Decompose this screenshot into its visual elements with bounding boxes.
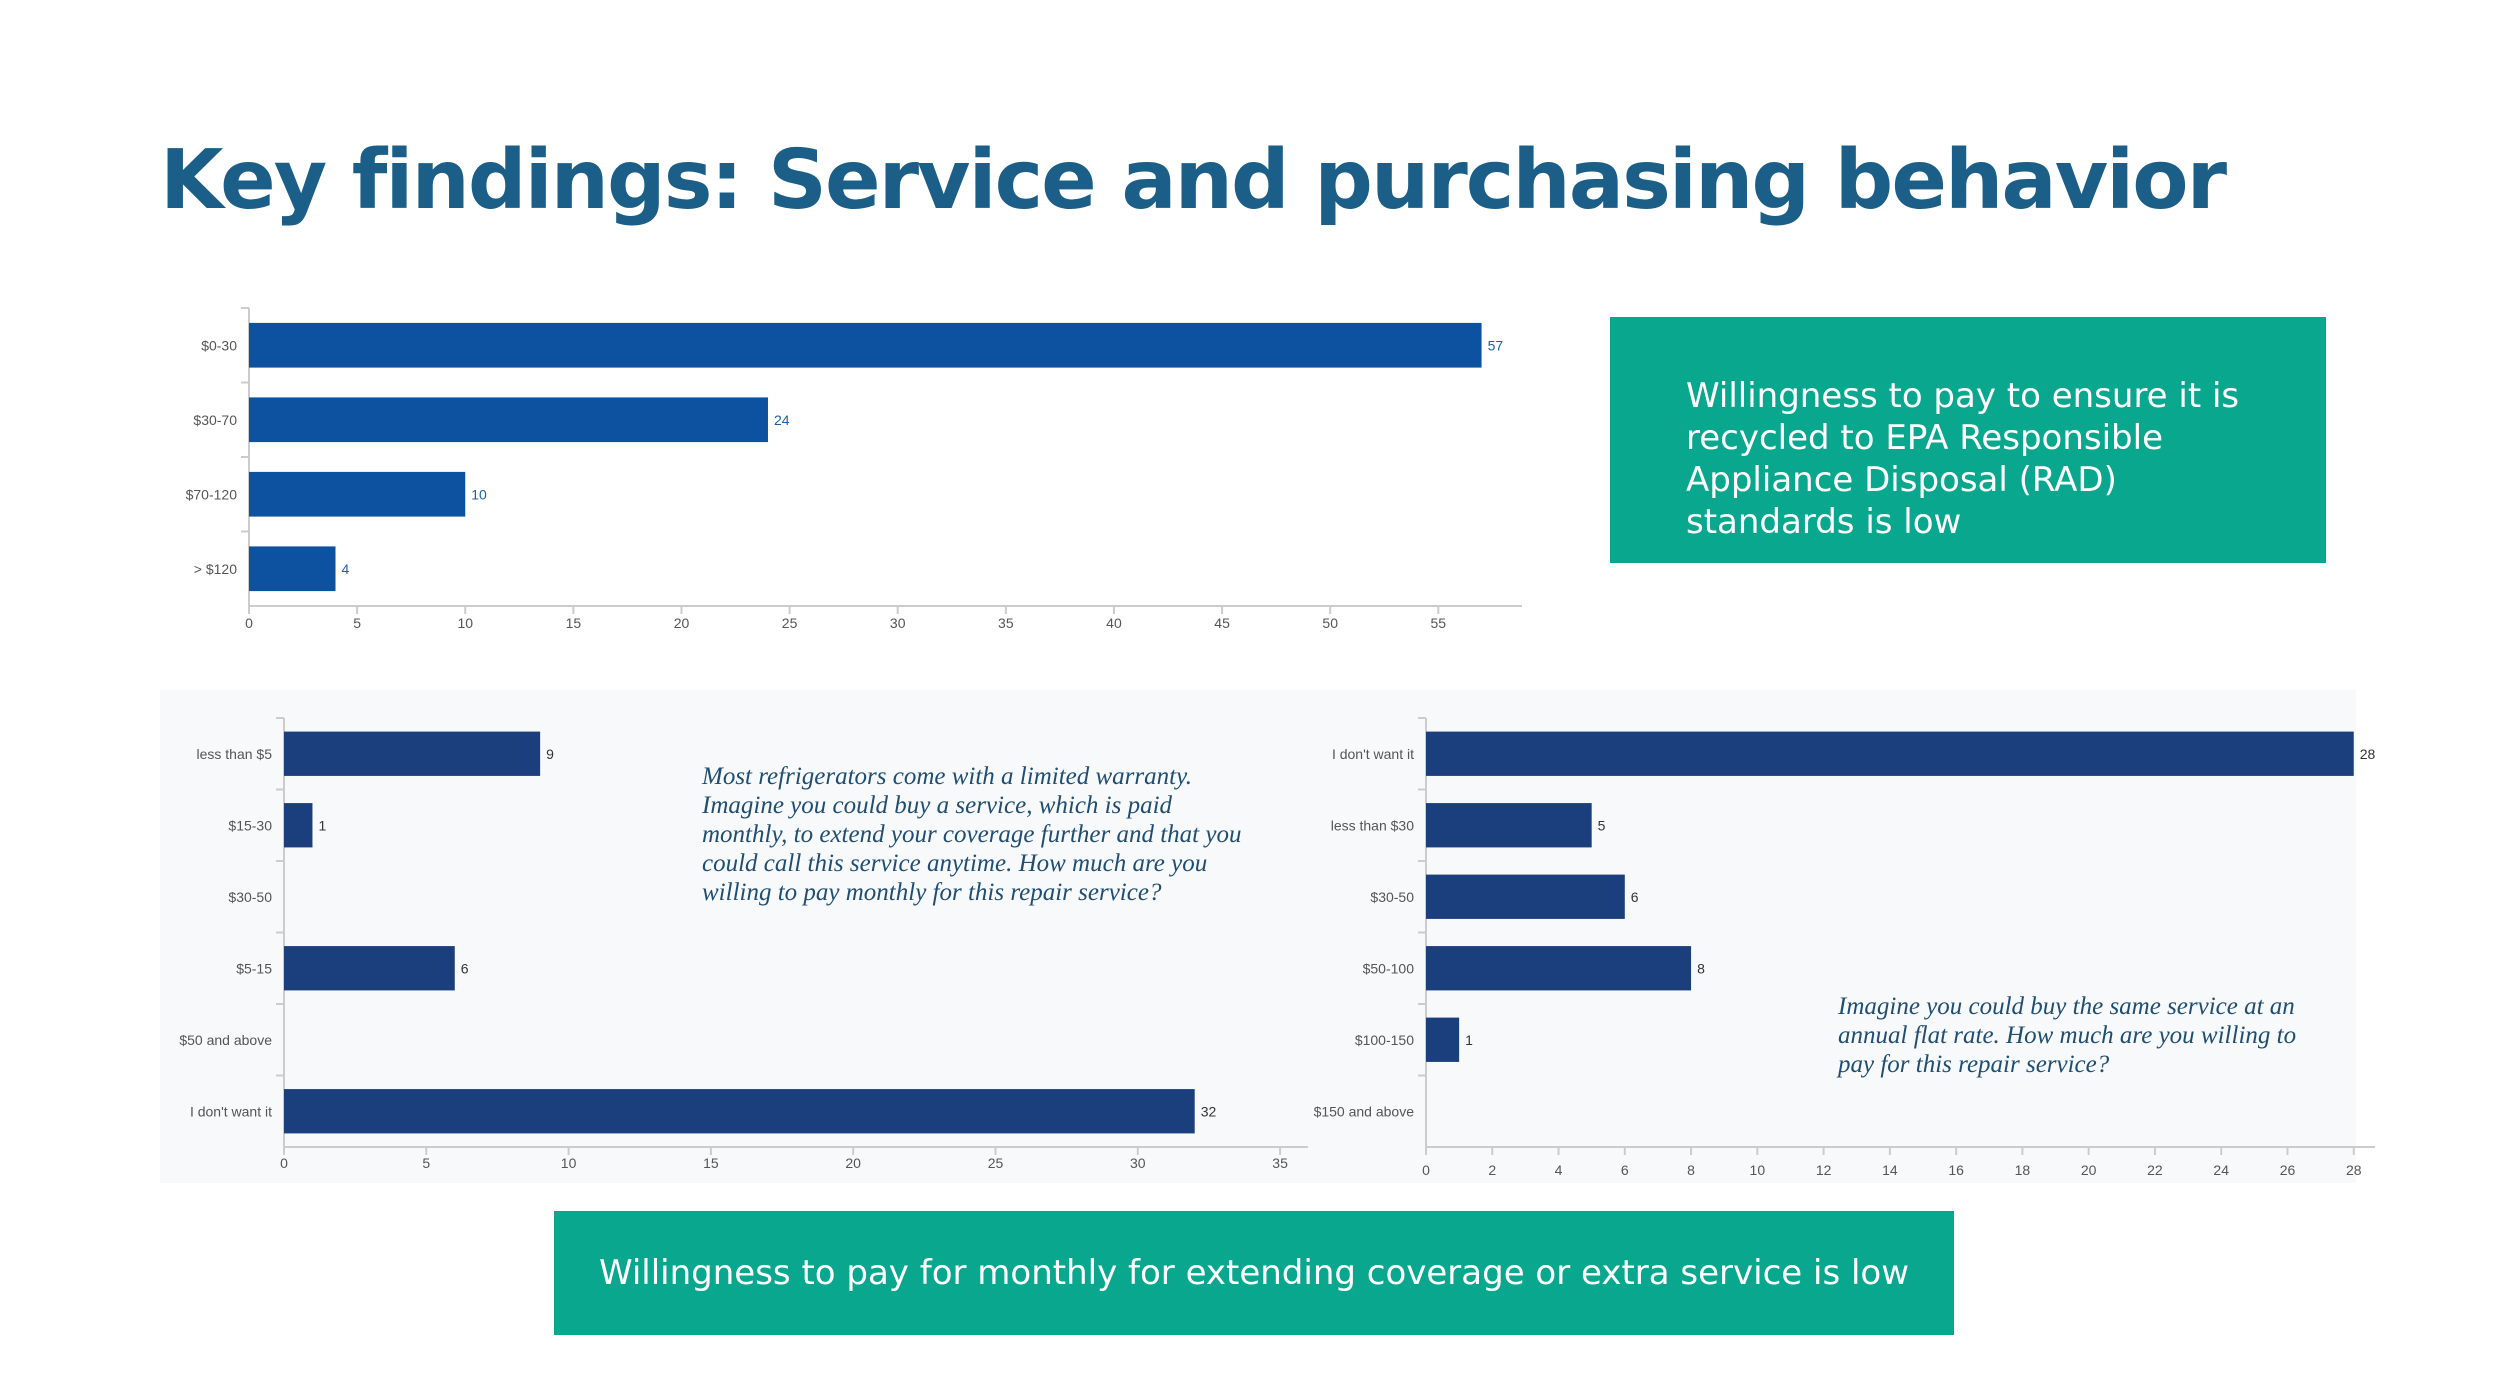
- bar-value-label: 24: [774, 412, 790, 428]
- bar: [284, 1089, 1195, 1134]
- category-label: $30-50: [1370, 889, 1414, 905]
- x-tick-label: 50: [1322, 615, 1338, 631]
- recycling-callout: Willingness to pay to ensure it is recyc…: [1610, 317, 2326, 563]
- bar: [284, 803, 313, 848]
- service-callout-text: Willingness to pay for monthly for exten…: [598, 1253, 1910, 1293]
- recycling-callout-text: Willingness to pay to ensure it is recyc…: [1686, 376, 2240, 542]
- category-label: $30-70: [193, 412, 237, 428]
- x-tick-label: 0: [1422, 1162, 1430, 1178]
- x-tick-label: 14: [1882, 1162, 1898, 1178]
- x-tick-label: 10: [457, 615, 473, 631]
- category-label: $30-50: [228, 889, 272, 905]
- bar-value-label: 57: [1488, 337, 1504, 353]
- service-callout: Willingness to pay for monthly for exten…: [554, 1211, 1954, 1335]
- x-tick-label: 35: [1272, 1155, 1288, 1171]
- bar: [249, 546, 336, 592]
- x-tick-label: 15: [566, 615, 582, 631]
- bar-value-label: 1: [1465, 1032, 1473, 1048]
- x-tick-label: 0: [245, 615, 253, 631]
- x-tick-label: 16: [1948, 1162, 1964, 1178]
- category-label: less than $5: [197, 746, 273, 762]
- bar: [1426, 731, 2354, 776]
- category-label: $150 and above: [1314, 1103, 1415, 1119]
- x-tick-label: 40: [1106, 615, 1122, 631]
- bar-value-label: 28: [2360, 746, 2376, 762]
- x-tick-label: 15: [703, 1155, 719, 1171]
- x-tick-label: 10: [561, 1155, 577, 1171]
- chart-monthly: 0 5 10 15 20 25 30 35 less than $5 9 $15-30 1 $30-50…: [179, 717, 1308, 1171]
- bar: [249, 397, 768, 443]
- bar: [1426, 874, 1625, 919]
- x-tick-label: 24: [2213, 1162, 2229, 1178]
- bar: [249, 322, 1482, 368]
- chart-annual: 0 2 4 6 8 10 12 14 16 18 20 22 24 26 28I don't want it…: [1314, 717, 2376, 1178]
- x-tick-label: 2: [1488, 1162, 1496, 1178]
- x-tick-label: 55: [1431, 615, 1447, 631]
- bar: [1426, 1017, 1460, 1062]
- bar-value-label: 8: [1697, 960, 1705, 976]
- bar-value-label: 9: [546, 746, 554, 762]
- monthly-question: Most refrigerators come with a limited w…: [702, 763, 1242, 906]
- category-label: $5-15: [236, 960, 272, 976]
- category-label: $15-30: [228, 817, 272, 833]
- bar-value-label: 32: [1201, 1103, 1217, 1119]
- category-label: > $120: [194, 561, 237, 577]
- bar: [249, 471, 466, 517]
- x-tick-label: 35: [998, 615, 1014, 631]
- category-label: I don't want it: [1332, 746, 1414, 762]
- x-tick-label: 28: [2346, 1162, 2362, 1178]
- chart-price: 0 5 10 15 20 25 30 35 40 45 50 55 $0-30 57 $30-70 24 $70…: [186, 307, 1522, 631]
- bar-value-label: 1: [318, 817, 326, 833]
- category-label: I don't want it: [190, 1103, 272, 1119]
- bar-value-label: 5: [1598, 817, 1606, 833]
- x-tick-label: 8: [1687, 1162, 1695, 1178]
- page-title: Key findings: Service and purchasing beh…: [160, 133, 2227, 228]
- x-tick-label: 10: [1750, 1162, 1766, 1178]
- bar: [1426, 946, 1692, 991]
- category-label: $50 and above: [179, 1032, 272, 1048]
- x-tick-label: 12: [1816, 1162, 1832, 1178]
- bar-value-label: 6: [1631, 889, 1639, 905]
- category-label: $70-120: [186, 486, 238, 502]
- x-tick-label: 4: [1555, 1162, 1563, 1178]
- bar: [284, 946, 455, 991]
- category-label: $0-30: [201, 337, 237, 353]
- x-tick-label: 25: [782, 615, 798, 631]
- x-tick-label: 5: [353, 615, 361, 631]
- x-tick-label: 45: [1214, 615, 1230, 631]
- x-tick-label: 25: [988, 1155, 1004, 1171]
- bar-value-label: 10: [471, 486, 487, 502]
- bar-value-label: 4: [341, 561, 349, 577]
- x-tick-label: 22: [2147, 1162, 2163, 1178]
- category-label: $100-150: [1355, 1032, 1414, 1048]
- bar: [1426, 803, 1592, 848]
- x-tick-label: 6: [1621, 1162, 1629, 1178]
- x-tick-label: 30: [1130, 1155, 1146, 1171]
- x-tick-label: 18: [2015, 1162, 2031, 1178]
- x-tick-label: 20: [674, 615, 690, 631]
- x-tick-label: 20: [2081, 1162, 2097, 1178]
- category-label: less than $30: [1331, 817, 1414, 833]
- x-tick-label: 20: [845, 1155, 861, 1171]
- x-tick-label: 30: [890, 615, 906, 631]
- annual-question: Imagine you could buy the same service a…: [1838, 993, 2297, 1078]
- x-tick-label: 0: [280, 1155, 288, 1171]
- x-tick-label: 26: [2280, 1162, 2296, 1178]
- x-tick-label: 5: [422, 1155, 430, 1171]
- bar-value-label: 6: [461, 960, 469, 976]
- bar: [284, 731, 541, 776]
- category-label: $50-100: [1363, 960, 1415, 976]
